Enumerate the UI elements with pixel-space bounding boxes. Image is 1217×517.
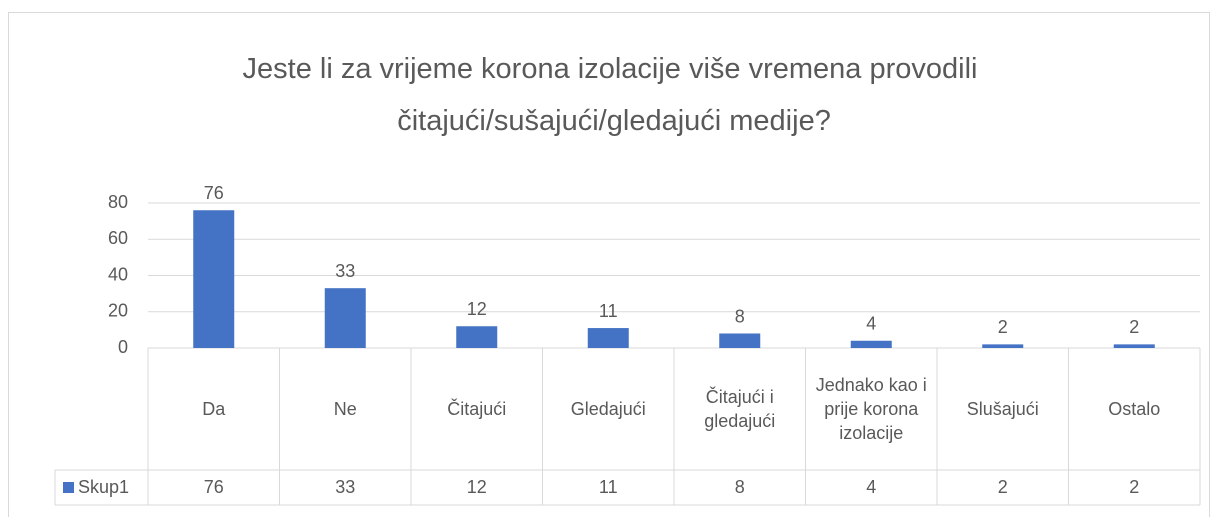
data-label: 33 bbox=[335, 261, 355, 281]
x-tick-label: Jednako kao i prije korona izolacije bbox=[815, 375, 927, 443]
bar bbox=[850, 340, 892, 348]
x-tick-label: Čitajući bbox=[447, 399, 507, 419]
x-tick-label: Ne bbox=[333, 399, 357, 419]
x-tick-label: Da bbox=[202, 399, 226, 419]
table-value: 76 bbox=[204, 477, 224, 497]
bar bbox=[1113, 344, 1155, 348]
x-tick-label: Slušajući bbox=[966, 399, 1039, 419]
y-tick-label: 0 bbox=[118, 337, 128, 357]
x-tick-label: Čitajući i gledajući bbox=[704, 387, 776, 431]
data-label: 2 bbox=[998, 317, 1008, 337]
table-value: 12 bbox=[467, 477, 487, 497]
bar bbox=[982, 344, 1024, 348]
y-tick-label: 20 bbox=[108, 301, 128, 321]
chart-border bbox=[8, 12, 1210, 517]
table-value: 11 bbox=[599, 477, 618, 497]
bar bbox=[193, 210, 235, 348]
chart-title: Jeste li za vrijeme korona izolacije viš… bbox=[243, 53, 978, 137]
y-tick-label: 40 bbox=[108, 264, 128, 284]
bar bbox=[719, 333, 761, 348]
data-label: 12 bbox=[467, 299, 487, 319]
data-label: 8 bbox=[735, 306, 745, 326]
x-tick-label: Gledajući bbox=[570, 399, 646, 419]
table-value: 2 bbox=[998, 477, 1008, 497]
data-label: 4 bbox=[866, 314, 876, 334]
bar bbox=[456, 326, 498, 348]
table-value: 4 bbox=[866, 477, 876, 497]
data-label: 76 bbox=[204, 183, 224, 203]
legend-label: Skup1 bbox=[78, 477, 129, 497]
bar bbox=[587, 328, 629, 348]
y-tick-label: 60 bbox=[108, 228, 128, 248]
legend-swatch bbox=[63, 482, 74, 493]
y-tick-label: 80 bbox=[108, 192, 128, 212]
data-label: 2 bbox=[1129, 317, 1139, 337]
table-value: 2 bbox=[1129, 477, 1139, 497]
data-label: 11 bbox=[599, 301, 618, 321]
table-value: 33 bbox=[335, 477, 355, 497]
x-tick-label: Ostalo bbox=[1108, 399, 1161, 419]
bar bbox=[324, 288, 366, 348]
table-value: 8 bbox=[735, 477, 745, 497]
